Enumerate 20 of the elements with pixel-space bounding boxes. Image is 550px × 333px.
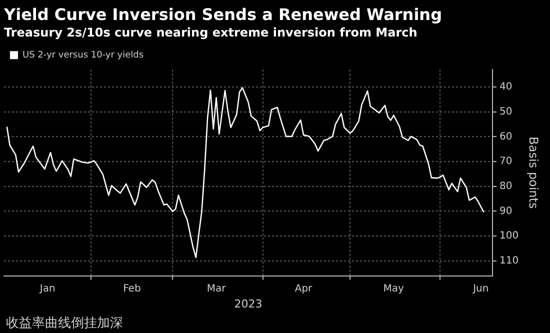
y-tick-label: 40 xyxy=(500,82,512,93)
x-axis-title: 2023 xyxy=(234,297,262,310)
text: 收益率曲线倒挂加深 xyxy=(6,315,123,331)
x-tick-label: Mar xyxy=(206,283,227,294)
y-tick-label: 90 xyxy=(500,206,512,217)
x-tick-label: Feb xyxy=(123,283,141,294)
x-tick-label: Jun xyxy=(472,283,489,294)
x-tick-label: Apr xyxy=(294,283,314,294)
y-tick-label: 70 xyxy=(500,156,512,168)
y-axis-title: Basis points xyxy=(526,136,541,209)
y-tick-label: 60 xyxy=(500,131,512,142)
legend-label: US 2-yr versus 10-yr yields xyxy=(22,50,144,60)
y-tick-label: 50 xyxy=(500,106,512,118)
x-tick-label: Jan xyxy=(38,283,56,294)
x-tick-label: May xyxy=(383,283,404,294)
y-tick-label: 110 xyxy=(500,255,519,266)
chart-subtitle: Treasury 2s/10s curve nearing extreme inversion from March xyxy=(4,26,418,40)
y-tick-label: 100 xyxy=(500,230,519,242)
chart-title: Yield Curve Inversion Sends a Renewed Warning xyxy=(3,4,442,24)
y-tick-label: 80 xyxy=(500,180,512,192)
